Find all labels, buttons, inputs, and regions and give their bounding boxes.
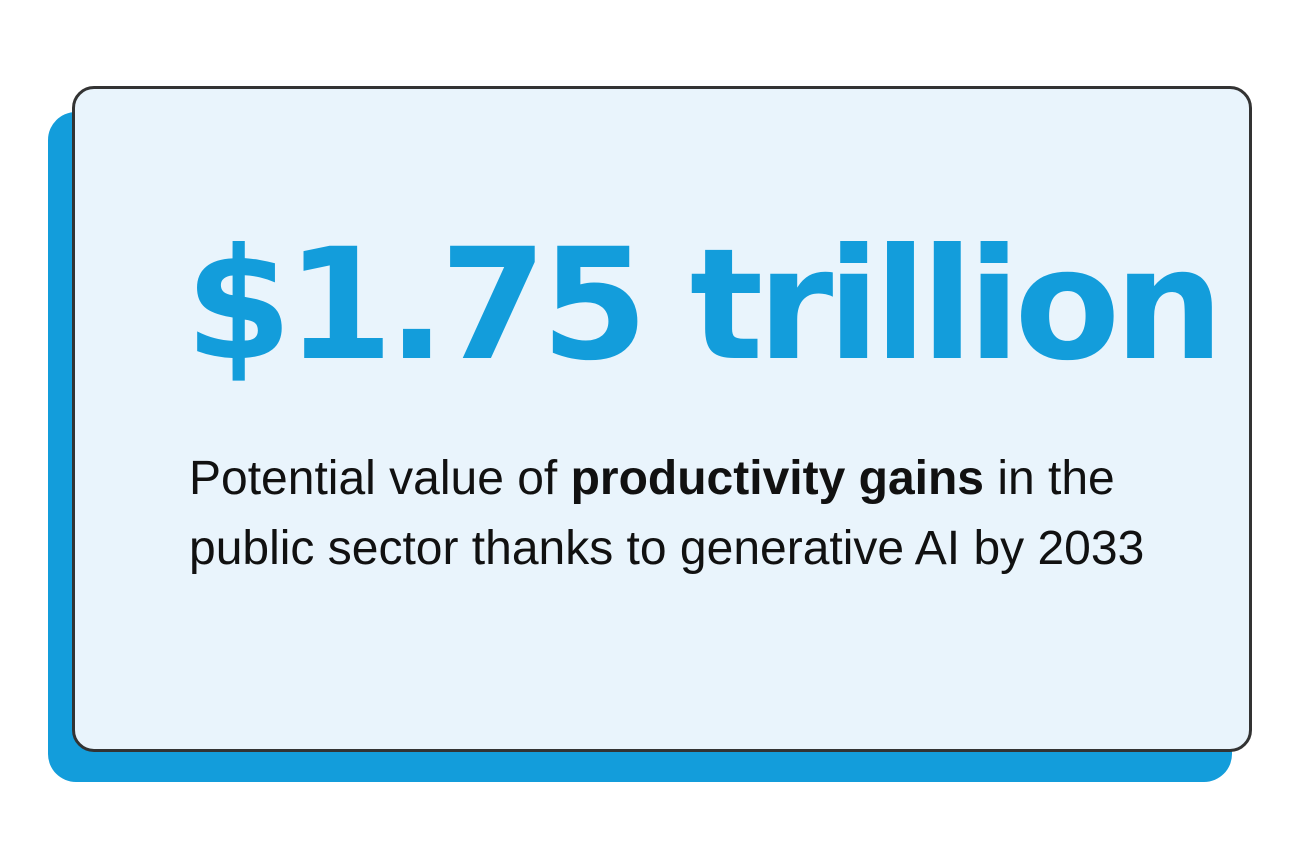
stat-headline: $1.75 trillion — [185, 216, 1224, 395]
stat-description: Potential value of productivity gains in… — [189, 444, 1189, 584]
stat-card: $1.75 trillion Potential value of produc… — [72, 86, 1252, 752]
description-text-after: in the public sector thanks to generativ… — [189, 452, 1145, 575]
description-emphasis: productivity gains — [570, 452, 984, 505]
description-text-before: Potential value of — [189, 452, 571, 505]
